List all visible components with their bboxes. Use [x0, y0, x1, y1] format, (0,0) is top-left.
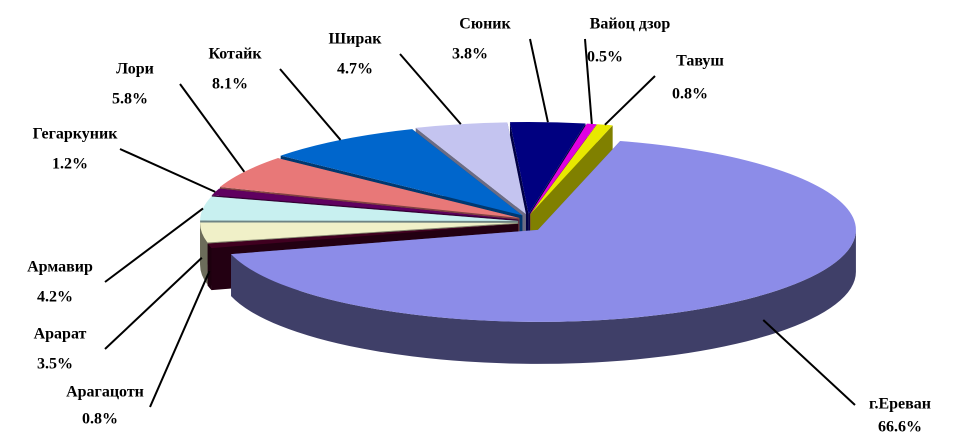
slice-top — [200, 222, 519, 243]
leader-line — [104, 257, 203, 350]
slice-side — [231, 229, 856, 364]
slice-label: Арагацотн — [66, 384, 144, 401]
slice-value-label: 3.8% — [452, 46, 488, 63]
leader-line — [149, 270, 211, 408]
slice-top — [219, 158, 520, 218]
slice-value-label: 4.2% — [37, 289, 73, 306]
slice-top — [415, 122, 526, 215]
leader-line — [762, 319, 856, 406]
leader-line — [179, 83, 246, 173]
slice-label: Гегаркуник — [33, 126, 119, 143]
leader-line — [279, 68, 342, 141]
slice-value-label: 0.5% — [587, 49, 623, 66]
slice-label: г.Ереван — [869, 396, 931, 413]
slice-value-label: 0.8% — [672, 86, 708, 103]
slice-value-label: 0.8% — [82, 411, 118, 428]
slice-top — [529, 123, 597, 215]
leader-line — [119, 148, 216, 193]
slice-label: Арарат — [34, 326, 87, 343]
slice — [231, 141, 856, 364]
slice-top — [530, 124, 613, 215]
leader-line — [584, 38, 593, 124]
leader-line — [604, 75, 656, 126]
leader-line — [529, 38, 549, 123]
slice-label: Вайоц дзор — [590, 16, 671, 33]
leader-line — [104, 207, 204, 283]
slice-value-label: 66.6% — [878, 419, 922, 436]
slice-top — [207, 223, 519, 249]
slice-label: Лори — [116, 61, 154, 78]
slice-value-label: 4.7% — [337, 61, 373, 78]
slice-value-label: 5.8% — [112, 91, 148, 108]
slice-top — [200, 196, 519, 221]
slice-value-label: 1.2% — [52, 156, 88, 173]
slice-label: Тавуш — [676, 53, 724, 70]
slice-label: Котайк — [208, 46, 262, 63]
slice-label: Армавир — [27, 259, 93, 276]
slice-top — [509, 122, 586, 215]
slice-label: Сюник — [459, 16, 511, 33]
slice-top — [280, 129, 523, 216]
slice-label: Ширак — [329, 31, 383, 48]
slice-top — [211, 188, 519, 220]
leader-line — [399, 53, 462, 125]
slice-value-label: 8.1% — [212, 76, 248, 93]
slice-side — [207, 243, 212, 291]
slice-value-label: 3.5% — [37, 356, 73, 373]
slice-side — [200, 222, 208, 285]
slice-top — [231, 141, 856, 322]
